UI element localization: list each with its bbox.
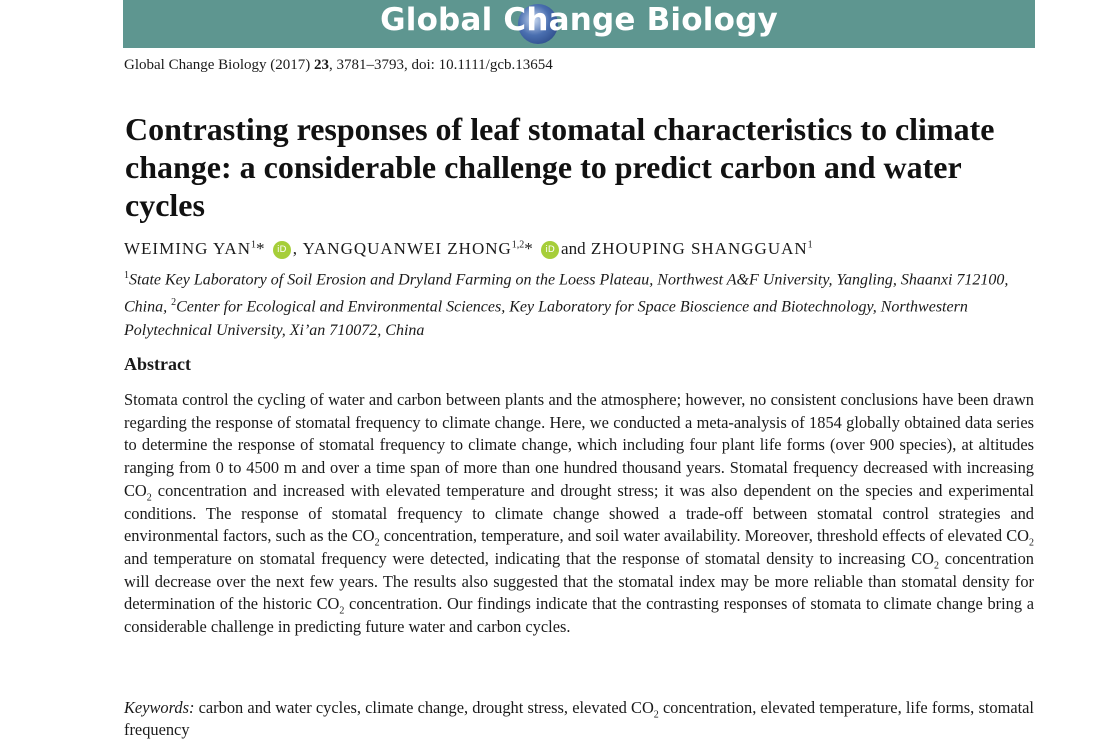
subscript: 2	[146, 492, 152, 504]
abstract-body: Stomata control the cycling of water and…	[124, 389, 1034, 639]
citation-volume: 23	[314, 57, 329, 73]
keywords-text: concentration, elevated temperature, lif…	[124, 698, 1034, 739]
paper-title: Contrasting responses of leaf stomatal c…	[125, 111, 995, 223]
subscript: 2	[933, 560, 939, 572]
author-list: WEIMING YAN1* iD, YANGQUANWEI ZHONG1,2* …	[124, 239, 813, 260]
author-name: WEIMING YAN	[124, 239, 251, 258]
subscript: 2	[339, 605, 345, 617]
subscript: 2	[374, 537, 380, 549]
abstract-text: concentration. Our findings indicate tha…	[124, 594, 1034, 637]
abstract-text: concentration, temperature, and soil wat…	[379, 526, 1029, 546]
affiliation-text: State Key Laboratory of Soil Erosion and…	[124, 271, 1009, 316]
author-name: ZHOUPING SHANGGUAN	[590, 239, 808, 258]
affiliation-number: 2	[171, 297, 177, 309]
journal-banner: Global Change Biology	[123, 0, 1035, 48]
author-affiliation-number: 1	[807, 239, 813, 251]
abstract-heading: Abstract	[124, 354, 191, 374]
author-affiliation-number: 1	[251, 239, 256, 251]
citation-line: Global Change Biology (2017) 23, 3781–37…	[124, 57, 553, 74]
globe-logo-icon	[518, 4, 558, 44]
citation-year: (2017)	[270, 57, 311, 73]
journal-title: Global Change Biology	[380, 2, 778, 38]
subscript: 2	[653, 709, 659, 721]
orcid-icon[interactable]: iD	[541, 241, 560, 260]
affiliations: 1State Key Laboratory of Soil Erosion an…	[124, 264, 1034, 342]
affiliation-number: 1	[124, 270, 129, 281]
corresponding-mark: *	[524, 239, 534, 258]
corresponding-mark: *	[256, 239, 266, 258]
citation-pages: , 3781–3793, doi: 10.1111/gcb.13654	[329, 57, 553, 73]
keywords-text: carbon and water cycles, climate change,…	[194, 698, 654, 717]
abstract-text: concentration will decrease over the nex…	[124, 548, 1035, 614]
subscript: 2	[1029, 537, 1034, 549]
author-separator: ,	[292, 239, 298, 258]
abstract-text: concentration and increased with elevate…	[124, 480, 1034, 546]
keywords: Keywords: carbon and water cycles, clima…	[124, 697, 1034, 741]
abstract-text: and temperature on stomatal frequency we…	[124, 548, 934, 568]
author-name: YANGQUANWEI ZHONG	[302, 239, 512, 258]
orcid-icon[interactable]: iD	[272, 241, 291, 260]
abstract-text: Stomata control the cycling of water and…	[124, 390, 1034, 500]
author-separator: and	[561, 239, 586, 258]
author-affiliation-number: 1,2	[511, 239, 525, 251]
affiliation-text: Center for Ecological and Environmental …	[124, 298, 968, 339]
citation-journal: Global Change Biology	[124, 57, 267, 73]
keywords-label: Keywords:	[124, 698, 195, 717]
